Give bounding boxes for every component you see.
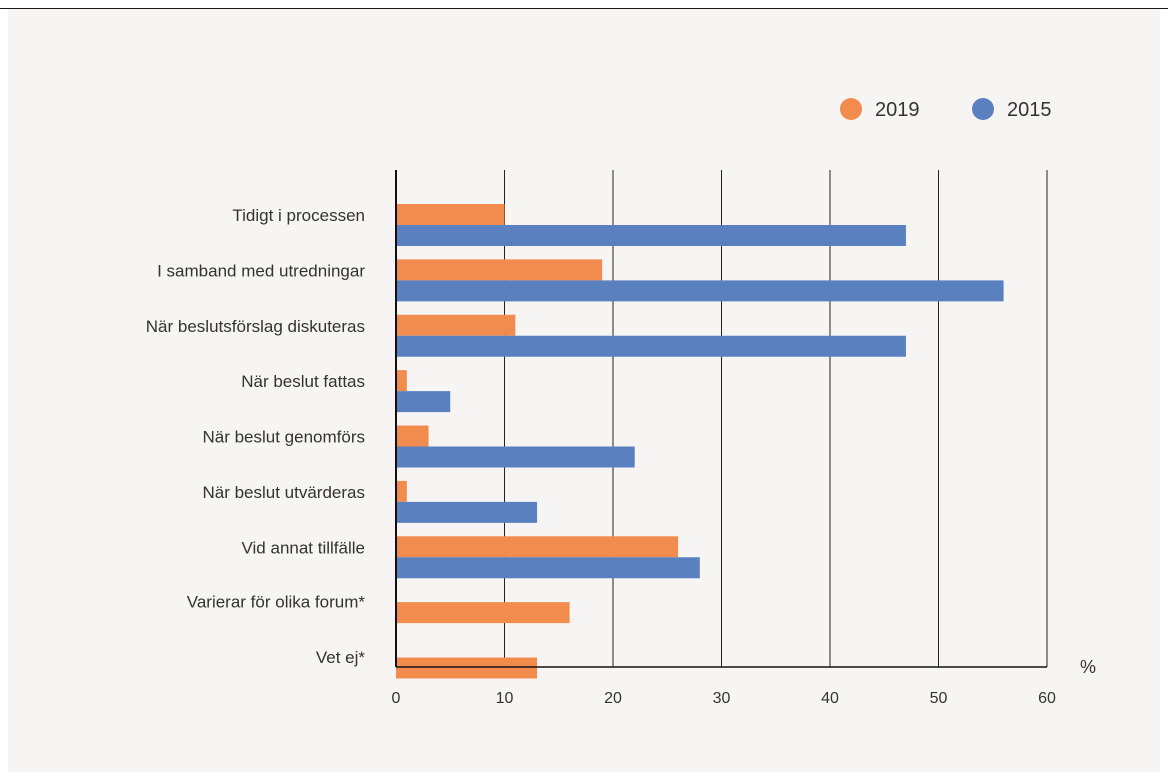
x-tick-label-10: 10 — [496, 690, 514, 707]
bar-2015-vid-annat-tillfalle — [396, 557, 700, 579]
bar-2019-tidigt-i-processen — [396, 204, 505, 225]
category-label-i-samband-med-utredningar: I samband med utredningar — [157, 261, 365, 280]
legend-label-2015: 2015 — [1007, 99, 1052, 121]
x-tick-label-30: 30 — [713, 690, 731, 707]
bar-2015-nar-beslut-genomfors — [396, 446, 635, 468]
legend-label-2019: 2019 — [875, 99, 920, 121]
bar-2015-nar-beslutsforslag-diskuteras — [396, 335, 906, 357]
category-label-varierar-for-olika-forum: Varierar för olika forum* — [187, 593, 366, 612]
bar-2019-nar-beslut-fattas — [396, 370, 407, 392]
bar-2019-nar-beslutsforslag-diskuteras — [396, 314, 516, 336]
bar-2019-varierar-for-olika-forum — [396, 602, 570, 624]
category-label-nar-beslut-utvarderas: När beslut utvärderas — [202, 483, 365, 502]
bar-2019-nar-beslut-utvarderas — [396, 480, 407, 502]
top-rule — [0, 8, 1168, 9]
x-tick-label-20: 20 — [604, 690, 622, 707]
x-tick-label-0: 0 — [392, 690, 401, 707]
legend-swatch-2015 — [972, 98, 994, 120]
category-label-nar-beslutsforslag-diskuteras: När beslutsförslag diskuteras — [146, 317, 365, 336]
bar-2019-nar-beslut-genomfors — [396, 425, 429, 447]
category-label-vet-ej: Vet ej* — [316, 648, 366, 667]
bar-2019-vid-annat-tillfalle — [396, 536, 679, 558]
bar-2019-vet-ej — [396, 657, 538, 679]
x-tick-label-60: 60 — [1038, 690, 1056, 707]
bar-2015-nar-beslut-utvarderas — [396, 501, 538, 523]
category-label-vid-annat-tillfalle: Vid annat tillfälle — [242, 538, 366, 557]
bar-2019-i-samband-med-utredningar — [396, 259, 603, 281]
chart-panel: 0 10 20 30 40 50 60% Tidigt i processen I samban… — [8, 9, 1160, 772]
category-label-nar-beslut-genomfors: När beslut genomförs — [202, 428, 365, 447]
category-label-nar-beslut-fattas: När beslut fattas — [241, 372, 365, 391]
x-tick-label-50: 50 — [930, 690, 948, 707]
legend-swatch-2019 — [840, 98, 862, 120]
bar-2015-i-samband-med-utredningar — [396, 280, 1004, 302]
x-axis-unit-label: % — [1080, 657, 1096, 677]
category-label-tidigt-i-processen: Tidigt i processen — [232, 206, 365, 225]
bar-chart: 0 10 20 30 40 50 60% Tidigt i processen I samban… — [146, 98, 1096, 707]
bar-2015-tidigt-i-processen — [396, 225, 906, 246]
bar-2015-nar-beslut-fattas — [396, 391, 451, 413]
x-tick-label-40: 40 — [821, 690, 839, 707]
